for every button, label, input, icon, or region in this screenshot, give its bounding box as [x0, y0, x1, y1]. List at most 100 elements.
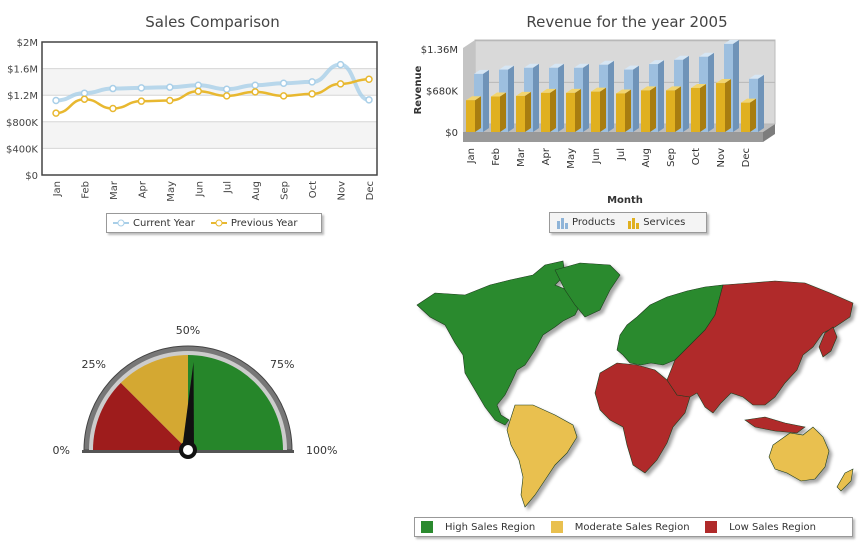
data-point — [194, 81, 203, 89]
bar-services — [491, 96, 500, 132]
legend-label: High Sales Region — [445, 521, 536, 533]
gauge-tick-label: 25% — [82, 358, 106, 371]
data-point — [80, 89, 89, 97]
x-axis-label: Month — [607, 195, 643, 206]
bar-services — [591, 91, 600, 132]
bar-services — [516, 95, 525, 132]
bar-services-top — [666, 86, 681, 91]
x-tick-label: Jul — [223, 181, 234, 194]
bar-services-top — [716, 79, 731, 84]
legend-high-sales[interactable]: High Sales Region — [421, 521, 535, 533]
bar-products-side — [658, 60, 664, 132]
map-legend: High Sales Region Moderate Sales Region … — [414, 517, 853, 537]
bar-services-top — [616, 89, 631, 94]
data-point — [251, 81, 259, 89]
floor-side — [763, 124, 775, 142]
bar-products-top — [599, 60, 614, 65]
bar-products-side — [683, 55, 689, 132]
region-asia[interactable] — [666, 280, 854, 414]
bar-products-top — [674, 55, 689, 60]
x-tick-label: Feb — [491, 148, 502, 166]
x-tick-label: Nov — [716, 148, 727, 168]
region-australia[interactable] — [768, 426, 830, 482]
legend-moderate-sales[interactable]: Moderate Sales Region — [550, 521, 690, 533]
data-point — [166, 96, 174, 105]
swatch — [550, 521, 563, 533]
bar-services-side — [525, 91, 531, 132]
gauge-band — [188, 355, 283, 450]
y-tick-label: $680K — [426, 86, 458, 97]
x-tick-label: Jun — [194, 181, 205, 198]
bar-services-top — [541, 88, 556, 93]
x-tick-label: Jan — [52, 181, 63, 197]
x-tick-label: May — [166, 181, 177, 202]
line-chart-title: Sales Comparison — [145, 13, 280, 31]
bar-icon — [557, 217, 568, 229]
bar-products-top — [499, 65, 514, 70]
gauge-tick-label: 50% — [176, 324, 200, 337]
grid-band — [42, 121, 377, 149]
bar-services-top — [641, 86, 656, 91]
data-point — [336, 80, 345, 88]
bar-services — [691, 87, 700, 132]
x-tick-label: Jul — [616, 148, 627, 161]
region-indonesia[interactable] — [744, 416, 806, 434]
x-tick-label: Jun — [591, 148, 602, 165]
legend-current-year[interactable]: Current Year — [113, 218, 195, 229]
data-point — [279, 92, 288, 100]
bar-services-side — [675, 86, 681, 132]
data-point — [52, 109, 60, 117]
bar-chart-legend: Products Services — [549, 212, 707, 233]
gauge-tick-label: 100% — [306, 444, 337, 457]
data-point — [109, 84, 117, 93]
data-point — [308, 90, 316, 98]
y-tick-label: $0 — [445, 128, 458, 139]
legend-label: Products — [572, 217, 616, 228]
bar-services-top — [491, 92, 506, 97]
gauge-tick-label: 0% — [53, 444, 70, 457]
region-greenland[interactable] — [554, 262, 621, 318]
world-map — [416, 260, 854, 508]
y-tick-label: $400K — [6, 144, 38, 155]
bar-services-side — [700, 83, 706, 132]
bar-services-side — [725, 79, 731, 132]
bar-products-side — [733, 39, 739, 132]
bar-services-top — [591, 87, 606, 92]
line-marker-icon — [210, 219, 227, 227]
bar-products-top — [474, 69, 489, 74]
region-north-america[interactable] — [416, 260, 581, 426]
legend-low-sales[interactable]: Low Sales Region — [705, 521, 816, 533]
region-south-america[interactable] — [506, 404, 578, 508]
bar-products-side — [583, 63, 589, 132]
legend-services[interactable]: Services — [627, 217, 685, 229]
bar-services-side — [600, 87, 606, 132]
data-point — [279, 79, 288, 87]
x-tick-label: May — [566, 148, 577, 169]
bar-services-top — [466, 96, 481, 101]
region-new-zealand[interactable] — [836, 468, 854, 492]
y-axis-label: Revenue — [413, 65, 424, 114]
y-tick-label: $1.6M — [7, 65, 38, 76]
x-tick-label: Dec — [741, 148, 752, 167]
x-tick-label: Dec — [365, 181, 376, 200]
bar-products-top — [549, 63, 564, 68]
x-tick-label: Jan — [466, 148, 477, 164]
bar-services — [566, 92, 575, 132]
y-tick-label: $1.2M — [7, 91, 38, 102]
legend-label: Low Sales Region — [729, 521, 816, 533]
gauge-tick-label: 75% — [270, 358, 294, 371]
region-africa[interactable] — [594, 362, 691, 474]
legend-products[interactable]: Products — [556, 217, 615, 229]
bar-services — [466, 100, 475, 132]
bar-products-top — [649, 60, 664, 65]
bar-products-side — [608, 60, 614, 132]
bar-products-side — [483, 69, 489, 132]
bar-products-side — [633, 65, 639, 132]
line-marker-icon — [113, 219, 129, 227]
line-chart-legend: Current Year Previous Year — [106, 213, 322, 233]
region-japan[interactable] — [818, 326, 838, 358]
legend-previous-year[interactable]: Previous Year — [210, 218, 298, 229]
x-tick-label: Apr — [137, 180, 148, 198]
data-point — [365, 96, 373, 104]
data-point — [137, 97, 146, 105]
